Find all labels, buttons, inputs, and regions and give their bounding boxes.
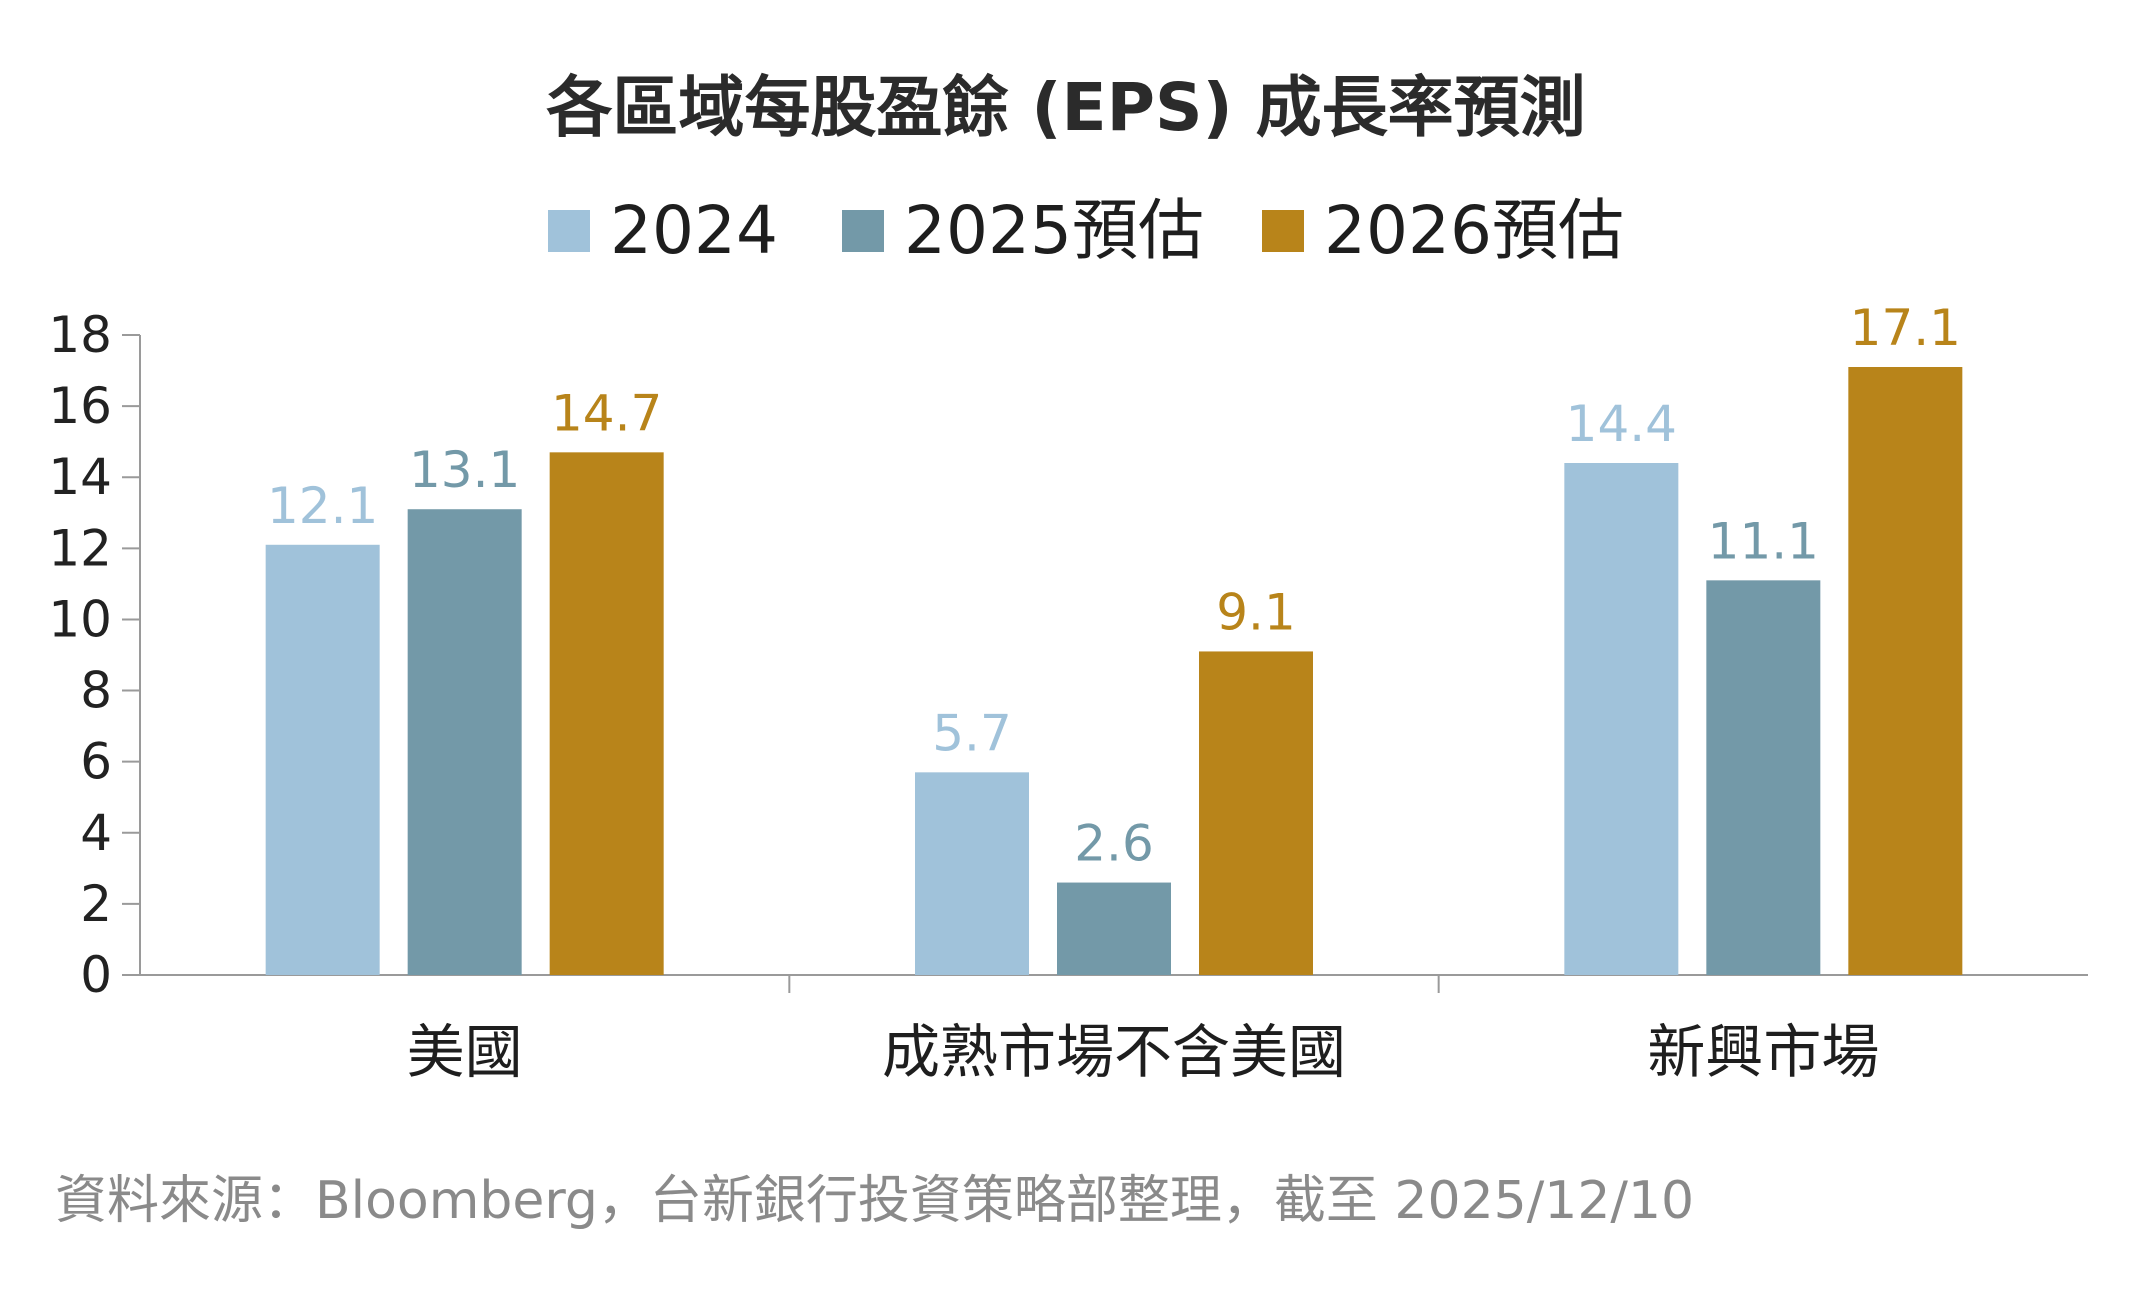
bar-value-label: 17.1 [1850,299,1961,357]
legend: 2024 2025預估 2026預估 [548,192,1624,269]
legend-swatch-3 [1262,210,1304,252]
bar-value-label: 14.7 [551,384,662,442]
value-labels: 12.1 13.1 14.7 5.7 2.6 9.1 14.4 11.1 17.1 [267,299,1961,873]
chart-title: 各區域每股盈餘 (EPS) 成長率預測 [546,69,1585,146]
y-tick-label: 6 [80,733,112,791]
y-tick-label: 2 [80,875,112,933]
x-axis: 美國 成熟市場不含美國 新興市場 [140,974,2088,1086]
source-note: 資料來源：Bloomberg，台新銀行投資策略部整理，截至 2025/12/10 [55,1171,1694,1231]
bar-value-label: 11.1 [1708,512,1819,570]
bar-value-label: 13.1 [409,441,520,499]
bar [265,544,380,975]
bar [915,772,1029,975]
y-tick-label: 0 [80,946,112,1004]
bar [407,509,522,975]
bar [549,452,664,975]
y-tick-label: 14 [48,448,112,506]
legend-label-2: 2025預估 [904,192,1204,269]
bar-value-label: 14.4 [1566,395,1677,453]
y-tick-label: 4 [80,804,112,862]
bar-value-label: 12.1 [267,477,378,535]
legend-label-1: 2024 [610,192,778,269]
bar [1706,580,1821,975]
y-tick-label: 18 [48,306,112,364]
y-tick-label: 12 [48,519,112,577]
y-tick-label: 10 [48,590,112,648]
x-category-label: 美國 [407,1018,523,1086]
bars [265,367,1963,975]
bar [1848,367,1963,975]
y-axis: 0 2 4 6 8 10 12 14 16 18 [48,306,141,1004]
legend-label-3: 2026預估 [1324,192,1624,269]
x-category-label: 成熟市場不含美國 [882,1018,1346,1086]
legend-swatch-2 [842,210,884,252]
bar [1564,463,1679,975]
bar-value-label: 5.7 [932,704,1012,762]
y-tick-label: 16 [48,377,112,435]
y-tick-label: 8 [80,662,112,720]
bar [1057,882,1171,975]
bar-value-label: 2.6 [1074,815,1154,873]
x-category-label: 新興市場 [1647,1018,1879,1086]
bar-value-label: 9.1 [1216,583,1296,641]
legend-swatch-1 [548,210,590,252]
bar [1199,651,1313,975]
